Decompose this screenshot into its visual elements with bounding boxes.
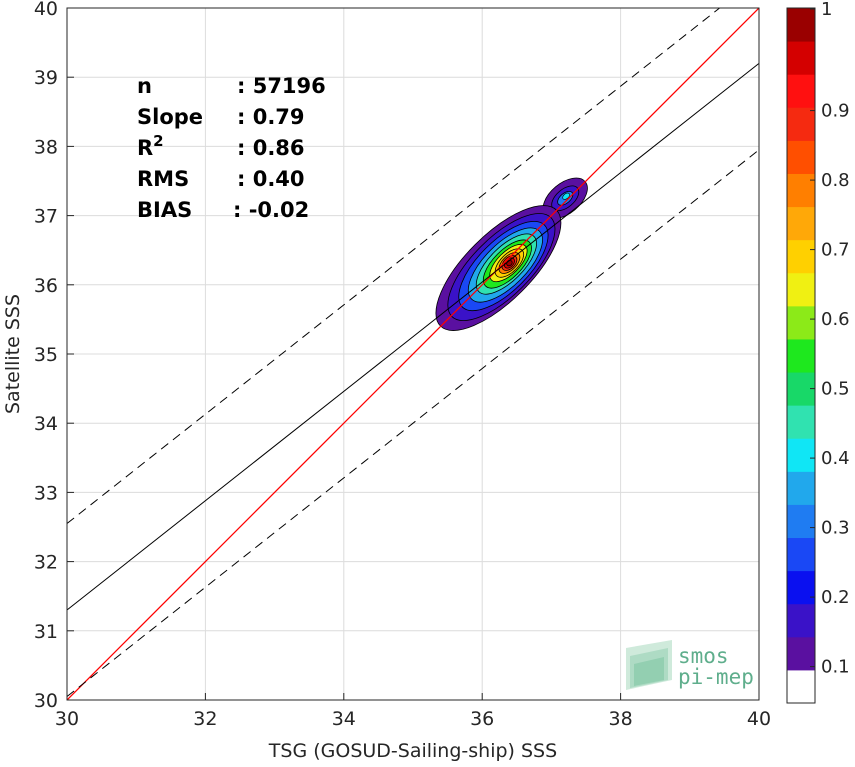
regression-line [67,62,759,611]
identity-line [67,8,759,700]
colorbar-tick-label: 0.3 [821,518,850,539]
y-tick-label: 34 [34,413,58,435]
y-tick-label: 40 [34,0,58,20]
lower-bound-line [67,149,759,697]
stat-label: BIAS [137,198,192,222]
colorbar-tick-label: 0.1 [821,657,850,678]
y-tick-label: 32 [34,552,58,574]
x-tick-label: 36 [470,708,494,730]
colorbar-swatch [787,239,815,274]
y-tick-label: 39 [34,67,58,89]
colorbar-tick-label: 0.2 [821,587,850,608]
colorbar-swatch [787,74,815,108]
y-axis-label: Satellite SSS [2,294,24,414]
stat-label: RMS [137,167,189,191]
colorbar-swatch [787,438,815,472]
y-tick-label: 31 [34,621,58,643]
colorbar-swatch [787,8,815,42]
colorbar-swatch [787,41,815,75]
reference-lines [67,8,759,700]
colorbar-tick-label: 0.4 [821,448,850,469]
logo-line1: smos [678,644,729,668]
colorbar-swatch [787,471,815,505]
colorbar-swatch [787,173,815,208]
y-tick-label: 38 [34,136,58,158]
contour-secondary-level-4 [562,192,570,200]
y-tick-label: 35 [34,344,58,366]
logo-line2: pi-mep [678,665,754,689]
colorbar-swatch [787,305,815,340]
colorbar-swatch [787,272,815,307]
x-tick-label: 32 [193,708,217,730]
x-tick-label: 38 [609,708,633,730]
colorbar-swatch [787,537,815,572]
stat-value: : 0.79 [237,105,305,129]
colorbar-swatch [787,140,815,174]
y-tick-label: 36 [34,275,58,297]
colorbar-swatch [787,405,815,439]
colorbar: 0.1 0.2 0.3 0.4 0.5 0.6 0.7 0.8 0.9 1 [786,0,850,704]
upper-bound-line [67,8,721,524]
colorbar-swatch [787,504,815,539]
stat-value: : 57196 [237,74,326,98]
colorbar-swatch [787,669,815,704]
colorbar-tick-label: 1 [821,0,832,20]
colorbar-swatch [787,338,815,373]
x-axis-label: TSG (GOSUD-Sailing-ship) SSS [268,740,557,762]
colorbar-tick-label: 0.8 [821,170,850,191]
smos-pi-mep-logo: smos pi-mep [626,640,754,690]
logo-graphic-icon [626,640,672,690]
colorbar-swatch [787,107,815,141]
stat-value: : -0.02 [233,198,309,222]
colorbar-frame [786,7,816,704]
colorbar-swatch [787,570,815,605]
stat-label: Slope [137,105,203,129]
colorbar-swatch [787,636,815,671]
y-tick-label: 37 [34,206,58,228]
y-tick-label: 33 [34,482,58,504]
x-axis-ticks: 30 32 34 36 38 40 [55,693,771,730]
stat-label: n [137,74,152,98]
colorbar-swatch [787,206,815,241]
colorbar-tick-label: 0.5 [821,379,850,400]
x-tick-label: 30 [55,708,79,730]
colorbar-tick-label: 0.9 [821,101,850,122]
stat-value: : 0.86 [237,136,305,160]
y-tick-label: 30 [34,690,58,712]
colorbar-tick-label: 0.7 [821,240,850,261]
x-tick-label: 34 [332,708,356,730]
stat-label-superscript: 2 [153,132,163,150]
y-axis-ticks: 30 31 32 33 34 35 36 37 38 39 40 [34,0,74,712]
colorbar-swatch [787,603,815,638]
x-tick-label: 40 [747,708,771,730]
colorbar-tick-label: 0.6 [821,309,850,330]
stat-value: : 0.40 [237,167,305,191]
